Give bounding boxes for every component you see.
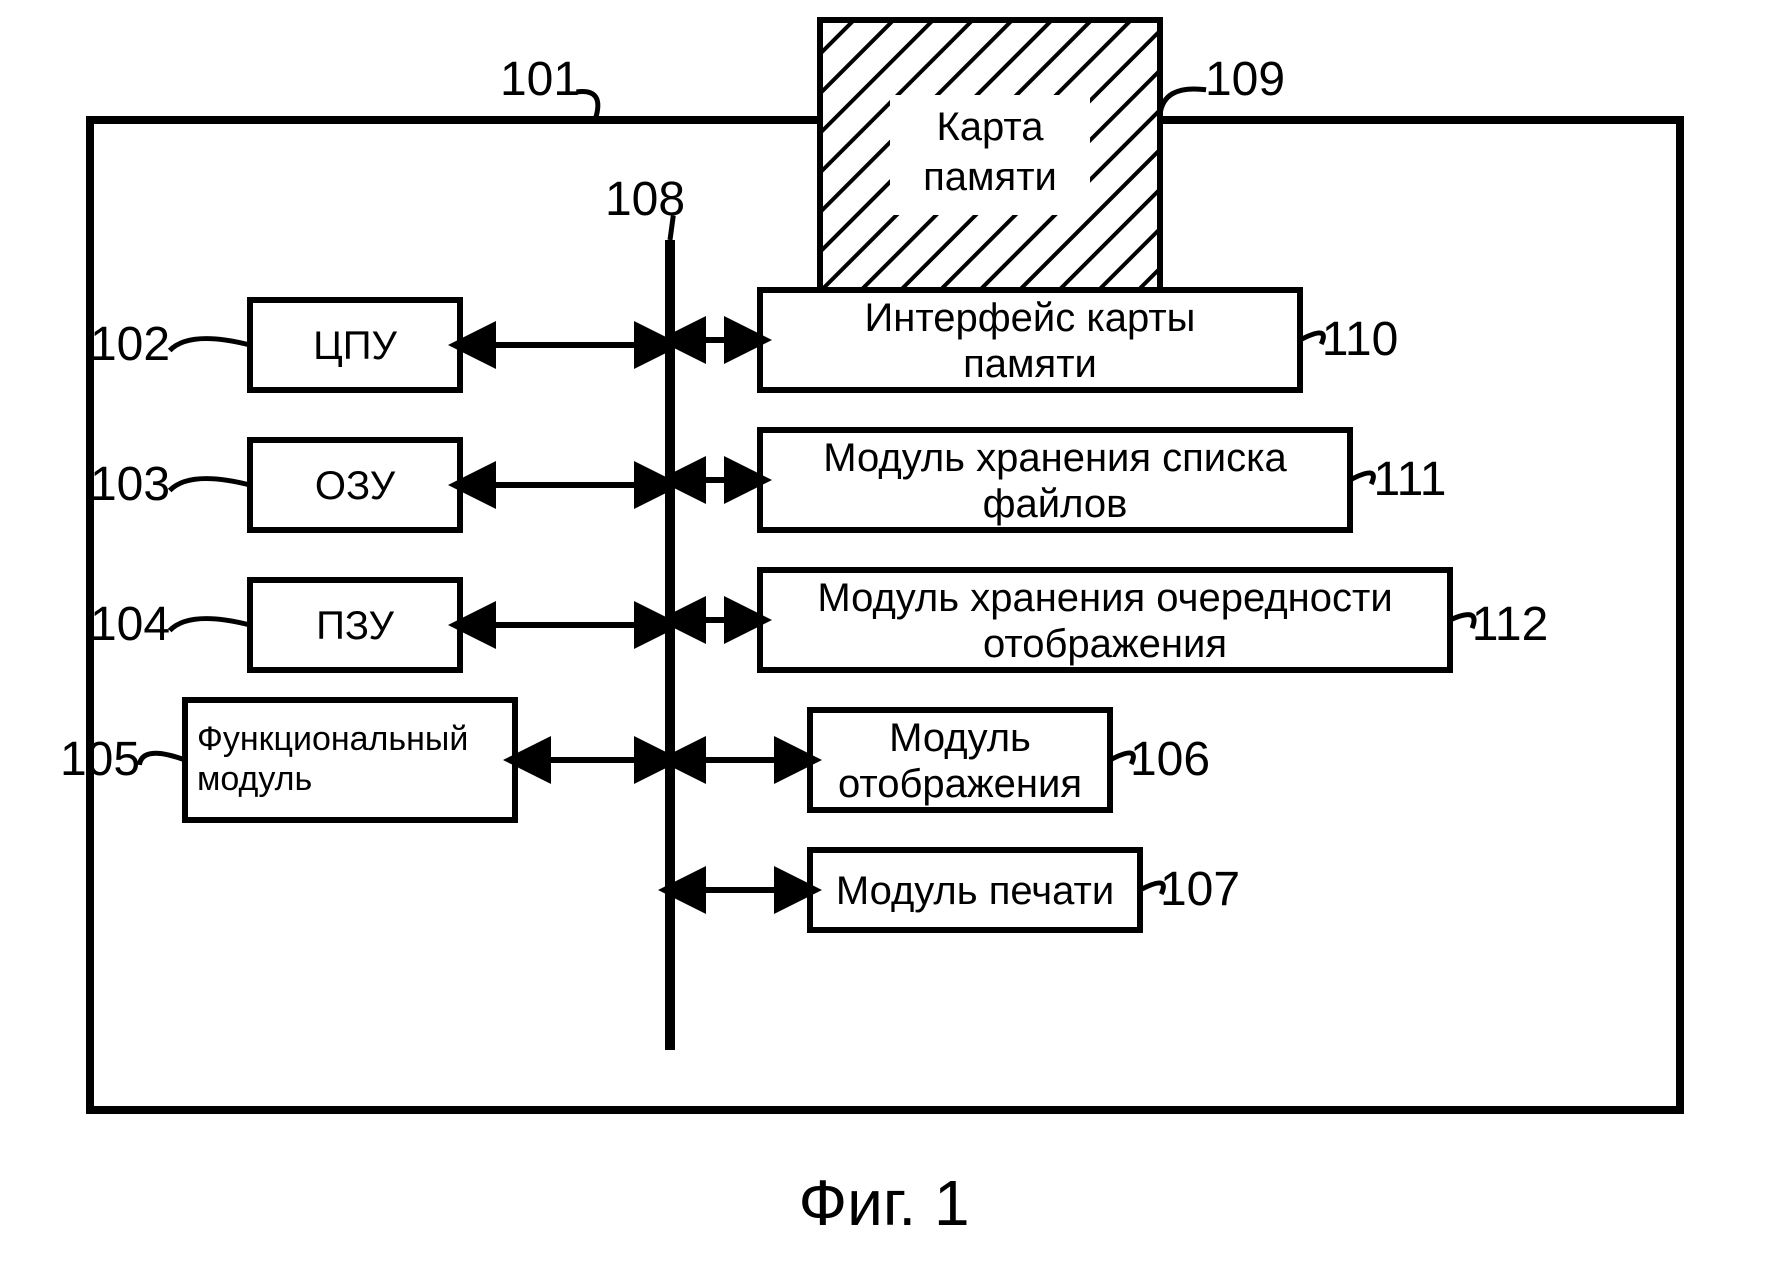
ref-label-108: 108 — [605, 173, 685, 240]
block-112-label-line1: Модуль хранения очередности — [817, 576, 1392, 620]
block-105-label-line2: модуль — [197, 760, 312, 798]
block-112: Модуль хранения очередностиотображения — [670, 570, 1450, 670]
block-106-label-line2: отображения — [838, 762, 1082, 806]
ref-label-112: 112 — [1450, 598, 1548, 651]
ref-label-106: 106 — [1110, 733, 1210, 786]
left-blocks: ЦПУ ОЗУ ПЗУ Функциональныймодуль — [185, 300, 670, 820]
ref-number-107: 107 — [1160, 863, 1240, 916]
block-111-label-line2: файлов — [983, 482, 1128, 526]
ref-label-101: 101 — [500, 53, 598, 120]
block-102-label-line1: ЦПУ — [313, 324, 397, 368]
ref-number-104: 104 — [90, 598, 170, 651]
block-106: Модульотображения — [670, 710, 1110, 810]
right-blocks: Интерфейс картыпамяти Модуль хранения спи… — [670, 290, 1450, 930]
ref-label-102: 102 — [90, 318, 250, 371]
ref-label-103: 103 — [90, 458, 250, 511]
ref-label-105: 105 — [60, 733, 185, 786]
ref-number-111: 111 — [1374, 453, 1447, 506]
ref-label-109: 109 — [1160, 53, 1285, 115]
block-103-label-line1: ОЗУ — [315, 464, 396, 508]
block-111-label-line1: Модуль хранения списка — [823, 436, 1287, 480]
memory-card-label-line2: памяти — [923, 155, 1057, 199]
block-111: Модуль хранения спискафайлов — [670, 430, 1350, 530]
block-104-label-line1: ПЗУ — [316, 604, 394, 648]
ref-number-109: 109 — [1205, 53, 1285, 106]
memory-card-label-line1: Карта — [936, 105, 1044, 149]
block-112-label-line2: отображения — [983, 622, 1227, 666]
block-103: ОЗУ — [250, 440, 670, 530]
figure-caption: Фиг. 1 — [798, 1167, 969, 1239]
block-105: Функциональныймодуль — [185, 700, 670, 820]
ref-label-107: 107 — [1140, 863, 1240, 916]
block-diagram: Карта памяти ЦПУ ОЗУ ПЗУ Функциональныймоду… — [0, 0, 1768, 1273]
ref-number-106: 106 — [1130, 733, 1210, 786]
block-102: ЦПУ — [250, 300, 670, 390]
ref-label-110: 110 — [1300, 313, 1398, 366]
ref-number-101: 101 — [500, 53, 580, 106]
ref-number-103: 103 — [90, 458, 170, 511]
block-110-label-line2: памяти — [963, 342, 1097, 386]
ref-label-104: 104 — [90, 598, 250, 651]
block-105-label-line1: Функциональный — [197, 720, 468, 758]
ref-number-110: 110 — [1322, 313, 1399, 366]
block-110-label-line1: Интерфейс карты — [865, 296, 1196, 340]
ref-label-111: 111 — [1350, 453, 1446, 506]
block-104: ПЗУ — [250, 580, 670, 670]
ref-number-112: 112 — [1472, 598, 1549, 651]
ref-number-105: 105 — [60, 733, 140, 786]
block-107-label-line1: Модуль печати — [836, 869, 1114, 913]
block-110: Интерфейс картыпамяти — [670, 290, 1300, 390]
memory-card-block: Карта памяти — [820, 20, 1160, 290]
block-106-label-line1: Модуль — [889, 716, 1031, 760]
ref-number-102: 102 — [90, 318, 170, 371]
block-107: Модуль печати — [670, 850, 1140, 930]
